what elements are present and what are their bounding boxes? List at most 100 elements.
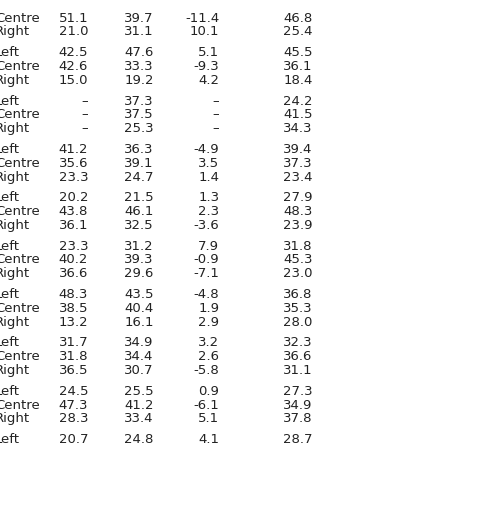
Text: 33.4: 33.4 xyxy=(124,412,154,425)
Text: –: – xyxy=(82,122,88,135)
Text: 37.3: 37.3 xyxy=(283,157,312,170)
Text: -4.9: -4.9 xyxy=(194,143,219,156)
Text: 37.5: 37.5 xyxy=(124,109,154,121)
Text: -3.6: -3.6 xyxy=(194,219,219,232)
Text: 19.2: 19.2 xyxy=(124,74,154,87)
Text: 45.5: 45.5 xyxy=(283,46,312,60)
Text: 4.1: 4.1 xyxy=(198,433,219,446)
Text: 25.4: 25.4 xyxy=(283,26,312,38)
Text: –: – xyxy=(82,109,88,121)
Text: 31.1: 31.1 xyxy=(283,364,312,377)
Text: 20.7: 20.7 xyxy=(58,433,88,446)
Text: Right: Right xyxy=(0,74,30,87)
Text: 40.2: 40.2 xyxy=(59,254,88,267)
Text: 7.9: 7.9 xyxy=(198,240,219,253)
Text: 40.4: 40.4 xyxy=(124,302,154,315)
Text: Left: Left xyxy=(0,385,20,398)
Text: 34.9: 34.9 xyxy=(124,337,154,350)
Text: 20.2: 20.2 xyxy=(58,192,88,204)
Text: Left: Left xyxy=(0,240,20,253)
Text: Right: Right xyxy=(0,267,30,280)
Text: Centre: Centre xyxy=(0,302,40,315)
Text: Left: Left xyxy=(0,192,20,204)
Text: 36.1: 36.1 xyxy=(283,60,312,73)
Text: 24.8: 24.8 xyxy=(124,433,154,446)
Text: -9.3: -9.3 xyxy=(194,60,219,73)
Text: 10.1: 10.1 xyxy=(190,26,219,38)
Text: 37.8: 37.8 xyxy=(283,412,312,425)
Text: 31.8: 31.8 xyxy=(58,350,88,363)
Text: 39.1: 39.1 xyxy=(124,157,154,170)
Text: Right: Right xyxy=(0,315,30,329)
Text: 34.4: 34.4 xyxy=(124,350,154,363)
Text: 28.7: 28.7 xyxy=(283,433,312,446)
Text: –: – xyxy=(213,95,219,107)
Text: 39.4: 39.4 xyxy=(283,143,312,156)
Text: 51.1: 51.1 xyxy=(58,12,88,24)
Text: 32.3: 32.3 xyxy=(283,337,312,350)
Text: 48.3: 48.3 xyxy=(283,205,312,218)
Text: Left: Left xyxy=(0,95,20,107)
Text: 2.3: 2.3 xyxy=(198,205,219,218)
Text: 25.3: 25.3 xyxy=(124,122,154,135)
Text: 24.7: 24.7 xyxy=(124,171,154,184)
Text: -6.1: -6.1 xyxy=(194,398,219,412)
Text: 25.5: 25.5 xyxy=(124,385,154,398)
Text: 13.2: 13.2 xyxy=(58,315,88,329)
Text: -11.4: -11.4 xyxy=(185,12,219,24)
Text: –: – xyxy=(82,95,88,107)
Text: 35.6: 35.6 xyxy=(58,157,88,170)
Text: Centre: Centre xyxy=(0,350,40,363)
Text: 43.5: 43.5 xyxy=(124,288,154,301)
Text: Centre: Centre xyxy=(0,157,40,170)
Text: Right: Right xyxy=(0,122,30,135)
Text: 23.9: 23.9 xyxy=(283,219,312,232)
Text: –: – xyxy=(213,122,219,135)
Text: 5.1: 5.1 xyxy=(198,46,219,60)
Text: -5.8: -5.8 xyxy=(194,364,219,377)
Text: 36.8: 36.8 xyxy=(283,288,312,301)
Text: 47.3: 47.3 xyxy=(58,398,88,412)
Text: 42.5: 42.5 xyxy=(58,46,88,60)
Text: 27.3: 27.3 xyxy=(283,385,312,398)
Text: 31.7: 31.7 xyxy=(58,337,88,350)
Text: Left: Left xyxy=(0,143,20,156)
Text: 42.6: 42.6 xyxy=(59,60,88,73)
Text: 34.9: 34.9 xyxy=(283,398,312,412)
Text: 16.1: 16.1 xyxy=(124,315,154,329)
Text: 2.6: 2.6 xyxy=(198,350,219,363)
Text: 36.3: 36.3 xyxy=(124,143,154,156)
Text: Left: Left xyxy=(0,433,20,446)
Text: 32.5: 32.5 xyxy=(124,219,154,232)
Text: 46.1: 46.1 xyxy=(124,205,154,218)
Text: 39.3: 39.3 xyxy=(124,254,154,267)
Text: 31.2: 31.2 xyxy=(124,240,154,253)
Text: 34.3: 34.3 xyxy=(283,122,312,135)
Text: 28.3: 28.3 xyxy=(58,412,88,425)
Text: 4.2: 4.2 xyxy=(198,74,219,87)
Text: 1.4: 1.4 xyxy=(198,171,219,184)
Text: 31.1: 31.1 xyxy=(124,26,154,38)
Text: -0.9: -0.9 xyxy=(194,254,219,267)
Text: 23.4: 23.4 xyxy=(283,171,312,184)
Text: 3.2: 3.2 xyxy=(198,337,219,350)
Text: 23.3: 23.3 xyxy=(58,240,88,253)
Text: 33.3: 33.3 xyxy=(124,60,154,73)
Text: 24.5: 24.5 xyxy=(58,385,88,398)
Text: 47.6: 47.6 xyxy=(124,46,154,60)
Text: Centre: Centre xyxy=(0,109,40,121)
Text: 39.7: 39.7 xyxy=(124,12,154,24)
Text: Centre: Centre xyxy=(0,12,40,24)
Text: 46.8: 46.8 xyxy=(283,12,312,24)
Text: 41.2: 41.2 xyxy=(58,143,88,156)
Text: 29.6: 29.6 xyxy=(124,267,154,280)
Text: 36.6: 36.6 xyxy=(59,267,88,280)
Text: 45.3: 45.3 xyxy=(283,254,312,267)
Text: 23.0: 23.0 xyxy=(283,267,312,280)
Text: 5.1: 5.1 xyxy=(198,412,219,425)
Text: 36.1: 36.1 xyxy=(58,219,88,232)
Text: Left: Left xyxy=(0,337,20,350)
Text: Right: Right xyxy=(0,412,30,425)
Text: 2.9: 2.9 xyxy=(198,315,219,329)
Text: 24.2: 24.2 xyxy=(283,95,312,107)
